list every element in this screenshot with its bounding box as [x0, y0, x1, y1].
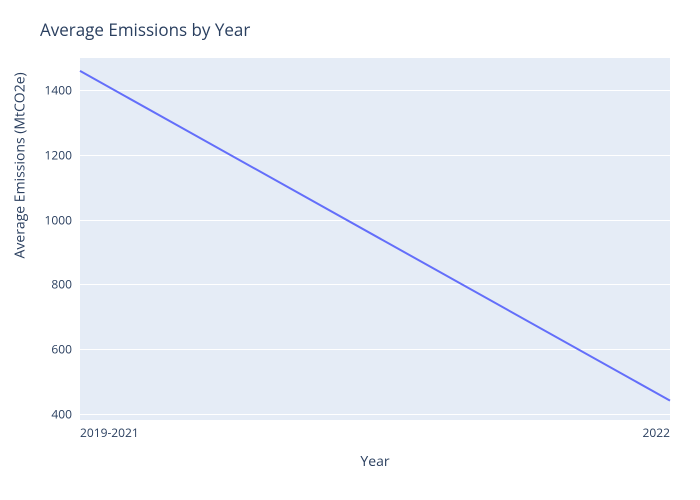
y-tick-label: 800 [22, 276, 72, 293]
y-tick-label: 1200 [22, 146, 72, 163]
x-tick-label: 2019-2021 [80, 424, 139, 441]
y-axis-label: Average Emissions (MtCO2e) [11, 219, 30, 259]
y-tick-label: 600 [22, 340, 72, 357]
y-tick-label: 1400 [22, 82, 72, 99]
x-tick-label: 2022 [643, 424, 670, 441]
y-tick-label: 400 [22, 405, 72, 422]
plot-area [80, 58, 670, 420]
chart-title: Average Emissions by Year [40, 18, 250, 41]
emissions-line-chart: Average Emissions by Year 400 600 800 1000 1… [0, 0, 700, 500]
series-line-emissions [80, 71, 670, 401]
y-tick-label: 1000 [22, 211, 72, 228]
x-axis-label: Year [80, 452, 670, 471]
line-layer [80, 58, 670, 420]
